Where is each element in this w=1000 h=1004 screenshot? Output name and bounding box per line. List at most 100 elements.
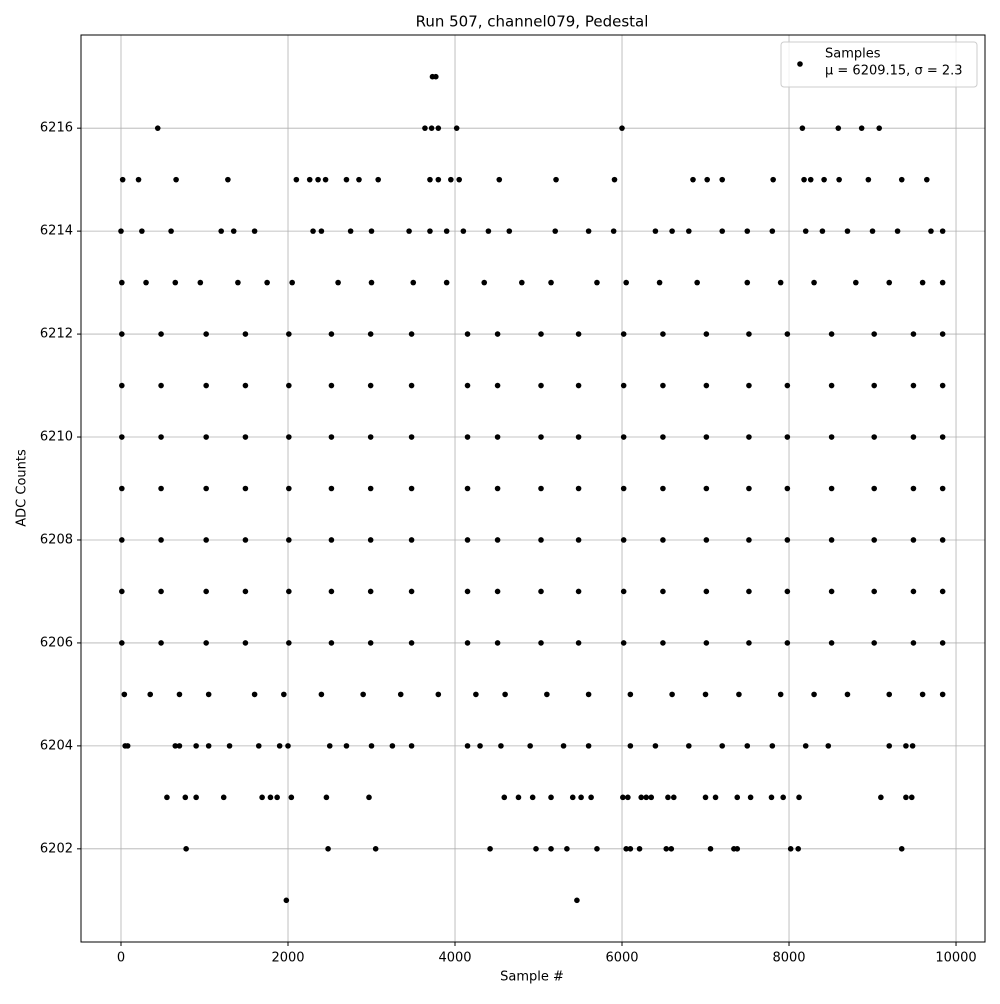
sample-point xyxy=(660,640,666,646)
sample-point xyxy=(408,537,415,543)
sample-point xyxy=(464,382,471,389)
sample-point xyxy=(176,691,183,698)
sample-point xyxy=(172,279,179,286)
sample-point xyxy=(158,485,164,492)
sample-point xyxy=(422,125,428,131)
sample-point xyxy=(375,176,381,183)
sample-point xyxy=(620,640,627,646)
sample-point xyxy=(464,537,471,543)
sample-point xyxy=(923,176,930,183)
sample-point xyxy=(360,691,366,698)
sample-point xyxy=(203,434,209,440)
sample-point xyxy=(578,794,584,801)
sample-point xyxy=(242,485,249,492)
legend-box xyxy=(780,41,978,88)
sample-point xyxy=(242,537,249,543)
sample-point xyxy=(494,537,501,543)
sample-point xyxy=(694,279,700,286)
sample-point xyxy=(121,691,128,698)
sample-point xyxy=(744,743,751,749)
sample-point xyxy=(574,897,580,904)
sample-point xyxy=(485,228,492,234)
sample-point xyxy=(326,743,333,749)
legend-marker xyxy=(797,61,803,67)
sample-point xyxy=(408,588,415,595)
sample-point xyxy=(703,640,710,646)
sample-point xyxy=(286,588,292,595)
sample-point xyxy=(203,485,209,492)
sample-point xyxy=(690,176,696,183)
y-tick-label: 6210 xyxy=(40,430,73,445)
sample-point xyxy=(669,228,675,234)
sample-point xyxy=(242,588,249,595)
sample-point xyxy=(594,846,600,852)
sample-point xyxy=(124,743,131,749)
sample-point xyxy=(464,485,471,492)
sample-point xyxy=(328,537,335,543)
sample-point xyxy=(734,794,741,801)
sample-point xyxy=(712,794,719,801)
sample-point xyxy=(494,382,501,389)
sample-point xyxy=(343,176,350,183)
sample-point xyxy=(784,588,791,595)
sample-point xyxy=(368,228,375,234)
sample-point xyxy=(871,434,877,440)
sample-point xyxy=(594,279,600,286)
plot-frame xyxy=(80,34,986,943)
sample-point xyxy=(836,176,842,183)
sample-point xyxy=(610,228,617,234)
sample-point xyxy=(939,228,946,234)
sample-point xyxy=(796,794,802,801)
sample-point xyxy=(736,691,742,698)
chart-title: Run 507, channel079, Pedestal xyxy=(416,13,649,31)
x-axis-label: Sample # xyxy=(500,970,564,985)
sample-point xyxy=(784,331,791,337)
y-tick-label: 6212 xyxy=(40,327,73,342)
sample-point xyxy=(746,640,752,646)
sample-point xyxy=(119,537,125,543)
sample-point xyxy=(225,176,231,183)
sample-point xyxy=(627,846,634,852)
sample-point xyxy=(182,794,189,801)
sample-point xyxy=(620,588,627,595)
sample-point xyxy=(910,537,917,543)
y-tick-label: 6208 xyxy=(40,532,73,547)
sample-point xyxy=(620,485,627,492)
sample-point xyxy=(548,846,554,852)
sample-point xyxy=(408,640,415,646)
sample-point xyxy=(335,279,341,286)
sample-point xyxy=(686,743,692,749)
sample-point xyxy=(367,382,374,389)
x-tick-label: 2000 xyxy=(271,951,304,966)
sample-point xyxy=(828,588,835,595)
sample-point xyxy=(158,331,164,337)
sample-point xyxy=(719,228,726,234)
sample-point xyxy=(389,743,396,749)
sample-point xyxy=(747,794,754,801)
sample-point xyxy=(242,434,249,440)
sample-point xyxy=(367,331,374,337)
y-tick-label: 6214 xyxy=(40,224,73,239)
sample-point xyxy=(464,743,471,749)
sample-point xyxy=(886,279,893,286)
sample-point xyxy=(251,691,258,698)
sample-point xyxy=(139,228,145,234)
sample-point xyxy=(203,640,209,646)
sample-point xyxy=(366,794,372,801)
sample-point xyxy=(286,485,292,492)
sample-point xyxy=(548,279,554,286)
sample-point xyxy=(323,794,330,801)
sample-point xyxy=(193,794,199,801)
sample-point xyxy=(623,846,629,852)
sample-point xyxy=(506,228,513,234)
sample-point xyxy=(802,228,809,234)
sample-point xyxy=(286,331,292,337)
sample-point xyxy=(494,640,501,646)
sample-point xyxy=(481,279,488,286)
sample-point xyxy=(665,794,671,801)
sample-point xyxy=(784,640,791,646)
sample-point xyxy=(835,125,842,131)
sample-point xyxy=(501,794,508,801)
sample-point xyxy=(648,794,655,801)
